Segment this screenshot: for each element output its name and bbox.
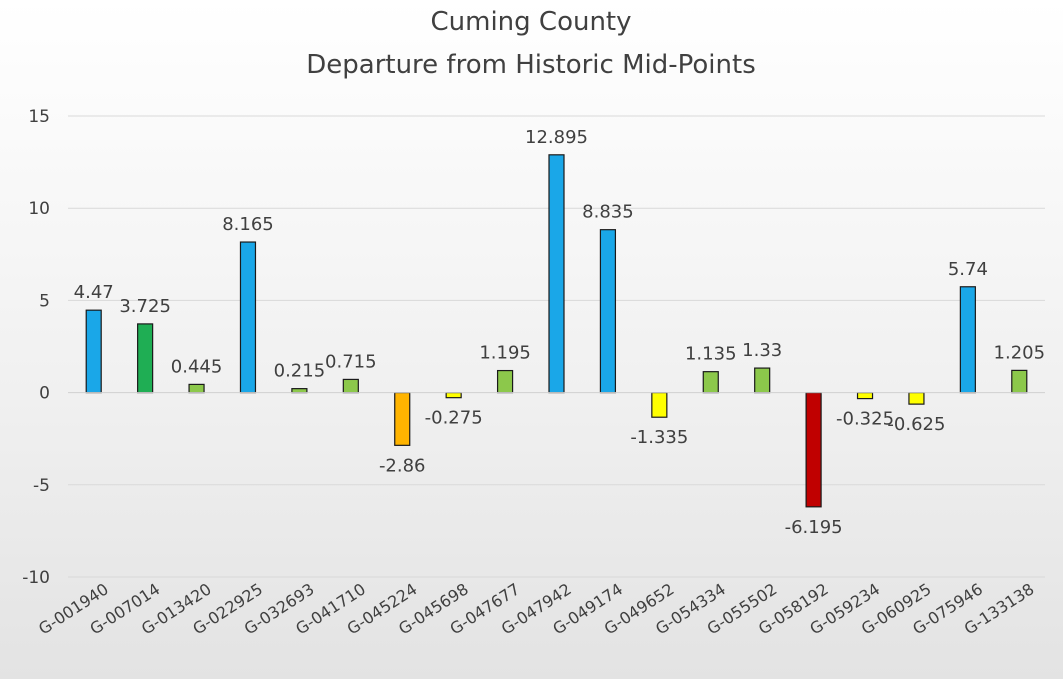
chart-subtitle: Departure from Historic Mid-Points: [306, 50, 756, 80]
data-label: 12.895: [525, 127, 588, 148]
bar: [754, 367, 771, 394]
bar: [651, 392, 668, 418]
y-tick-label: -5: [33, 476, 50, 496]
y-axis-tick-labels: 15 10 5 0 -5 -10: [22, 107, 50, 588]
bar: [137, 323, 154, 394]
data-label: 0.215: [274, 361, 326, 382]
data-label: 4.47: [74, 282, 114, 303]
data-label: 1.33: [742, 340, 782, 361]
data-label: 0.445: [171, 356, 223, 377]
data-labels: 4.473.725 0.445 8.165 0.215 0.715 -2.86 -0.275…: [74, 127, 1045, 538]
data-label: 5.74: [948, 259, 988, 280]
bar: [85, 309, 102, 394]
bar: [188, 383, 205, 394]
bar: [239, 241, 257, 394]
bar: [959, 286, 976, 394]
bar: [805, 392, 822, 508]
bar: [599, 229, 617, 394]
data-label: -2.86: [379, 455, 426, 476]
chart-title: Cuming County: [430, 7, 631, 37]
y-tick-label: 10: [28, 199, 50, 219]
y-tick-label: 0: [39, 384, 50, 404]
x-axis-tick-labels: G-001940G-007014G-013420G-022925G-032693…: [35, 579, 1037, 638]
bar: [445, 392, 462, 399]
data-label: 1.205: [994, 342, 1046, 363]
bar: [394, 392, 411, 446]
bar: [291, 388, 308, 394]
data-label: -0.625: [887, 414, 945, 435]
y-tick-label: -10: [22, 568, 50, 588]
data-label: 0.715: [325, 351, 377, 372]
data-label: 3.725: [119, 296, 171, 317]
y-tick-label: 15: [28, 107, 50, 127]
bar: [342, 378, 359, 394]
data-label: -1.335: [630, 427, 688, 448]
data-label: -0.325: [836, 409, 894, 430]
bars: [85, 154, 1028, 508]
data-label: -6.195: [785, 517, 843, 538]
data-label: 1.135: [685, 344, 737, 365]
bar: [702, 371, 719, 394]
bar: [1011, 369, 1028, 394]
data-label: 8.835: [582, 202, 634, 223]
y-tick-label: 5: [39, 291, 50, 311]
bar: [856, 392, 874, 400]
data-label: 8.165: [222, 214, 274, 235]
data-label: 1.195: [479, 343, 531, 364]
bar: [908, 392, 925, 405]
bar: [548, 154, 565, 394]
data-label: -0.275: [425, 408, 483, 429]
bar: [496, 369, 514, 394]
